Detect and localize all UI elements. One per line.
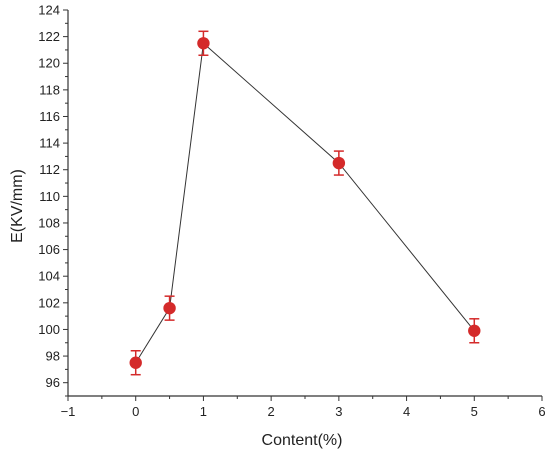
y-tick-label: 118 xyxy=(39,82,60,97)
y-tick-label: 124 xyxy=(38,3,60,18)
plot-area xyxy=(67,10,542,397)
data-point xyxy=(332,156,346,170)
y-tick-label: 114 xyxy=(39,136,60,151)
y-tick-label: 98 xyxy=(46,349,60,364)
y-axis-ticks: 96 98 100 102 104 106 108 110 112 114 116 118 120 122… xyxy=(38,3,68,397)
y-tick-label: 104 xyxy=(38,269,60,284)
y-tick-label: 120 xyxy=(38,56,60,71)
x-tick-label: 4 xyxy=(403,404,410,419)
x-tick-label: 6 xyxy=(538,404,545,419)
x-tick-label: 2 xyxy=(268,404,275,419)
x-axis-ticks: −1 0 1 2 3 4 5 6 xyxy=(61,396,546,419)
x-tick-label: 5 xyxy=(471,404,478,419)
y-tick-label: 106 xyxy=(38,242,60,257)
data-point xyxy=(197,37,210,50)
x-tick-label: −1 xyxy=(61,404,76,419)
y-tick-label: 112 xyxy=(39,162,60,177)
x-tick-label: 3 xyxy=(335,404,342,419)
x-axis-title: Content(%) xyxy=(262,432,343,449)
x-tick-label: 1 xyxy=(200,404,207,419)
y-tick-label: 108 xyxy=(38,215,60,230)
series-line xyxy=(135,42,475,363)
y-axis-title: E(KV/mm) xyxy=(9,169,26,243)
y-tick-label: 96 xyxy=(46,375,60,390)
data-point xyxy=(468,324,481,337)
y-tick-label: 102 xyxy=(38,295,60,310)
y-tick-label: 122 xyxy=(38,29,60,44)
data-point xyxy=(129,356,142,369)
data-point xyxy=(163,301,176,315)
x-tick-label: 0 xyxy=(132,404,139,419)
y-tick-label: 110 xyxy=(39,189,60,204)
y-tick-label: 100 xyxy=(38,322,60,337)
y-tick-label: 116 xyxy=(39,109,60,124)
